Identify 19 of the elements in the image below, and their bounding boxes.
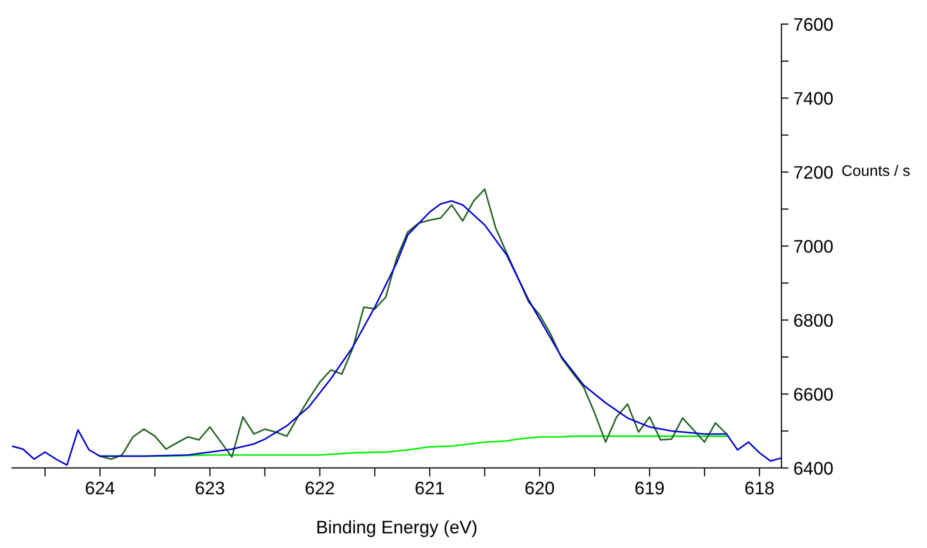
line-series <box>99 435 728 457</box>
y-tick-label: 7400 <box>794 92 833 105</box>
y-tick-label: 6400 <box>794 462 833 475</box>
x-tick-label: 621 <box>416 482 444 494</box>
x-axis-title: Binding Energy (eV) <box>317 520 476 538</box>
y-tick-label: 6800 <box>794 314 833 327</box>
x-tick-label: 618 <box>745 482 774 494</box>
line-series <box>99 188 728 460</box>
y-tick-label: 7000 <box>794 240 833 253</box>
y-tick-label: 6600 <box>794 388 833 401</box>
y-axis-title: Counts / s <box>842 164 910 176</box>
y-tick-label: 7200 <box>794 166 833 179</box>
x-tick-label: 622 <box>306 482 334 494</box>
x-tick-label: 623 <box>196 482 224 494</box>
y-tick-label: 7600 <box>794 18 833 31</box>
x-tick-label: 619 <box>635 482 664 494</box>
x-tick-label: 620 <box>526 482 554 494</box>
x-tick-label: 624 <box>86 482 115 494</box>
line-series <box>12 200 782 466</box>
